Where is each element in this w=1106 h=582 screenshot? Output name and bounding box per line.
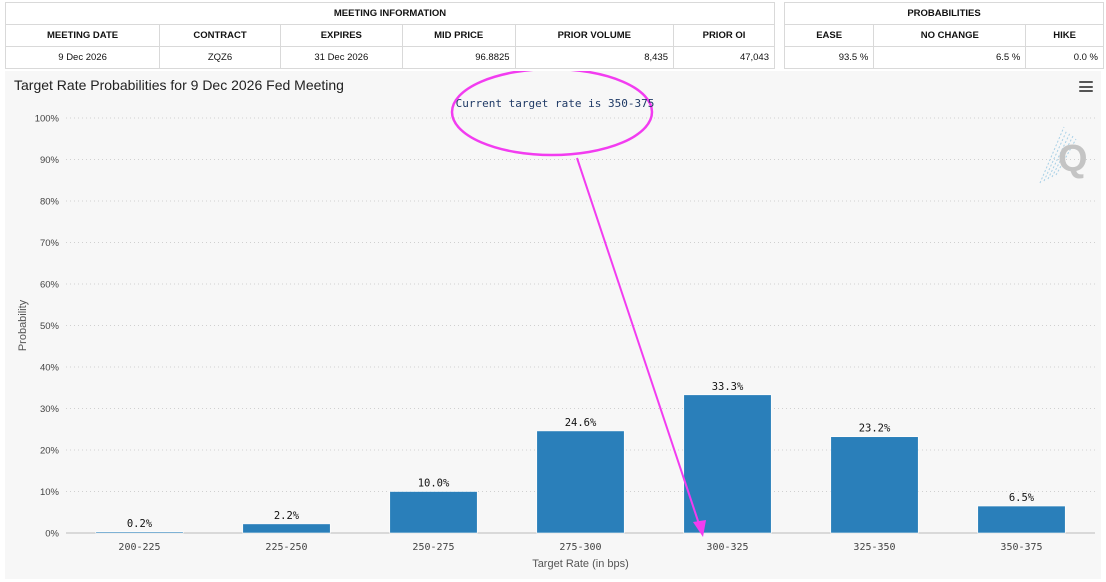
cell-mid-price: 96.8825 bbox=[401, 46, 516, 69]
data-label: 23.2% bbox=[859, 423, 891, 435]
menu-icon[interactable] bbox=[1079, 81, 1093, 92]
cell-hike: 0.0 % bbox=[1025, 46, 1104, 69]
y-tick-label: 20% bbox=[40, 446, 60, 457]
y-tick-label: 0% bbox=[45, 529, 59, 540]
col-meeting-date: MEETING DATE bbox=[4, 24, 161, 47]
y-tick-label: 10% bbox=[40, 487, 60, 498]
annotation-arrow-line bbox=[576, 157, 701, 528]
y-tick-label: 90% bbox=[40, 155, 60, 166]
x-tick-label: 225-250 bbox=[265, 542, 307, 553]
y-tick-label: 50% bbox=[40, 321, 60, 332]
y-tick-label: 70% bbox=[40, 238, 60, 249]
meeting-information-header: MEETING INFORMATION bbox=[5, 2, 775, 25]
col-prior-oi: PRIOR OI bbox=[673, 24, 775, 47]
cell-prior-volume: 8,435 bbox=[514, 46, 675, 69]
table-row: 9 Dec 2026 ZQZ6 31 Dec 2026 96.8825 8,43… bbox=[4, 46, 775, 69]
probabilities-table: PROBABILITIES EASE NO CHANGE HIKE 93.5 %… bbox=[783, 2, 1104, 69]
y-tick-label: 80% bbox=[40, 197, 60, 208]
cell-meeting-date: 9 Dec 2026 bbox=[4, 46, 161, 69]
data-label: 24.6% bbox=[565, 417, 597, 429]
col-expires: EXPIRES bbox=[279, 24, 403, 47]
watermark-letter: Q bbox=[1058, 138, 1088, 180]
cell-prior-oi: 47,043 bbox=[673, 46, 775, 69]
annotation-arrow-head bbox=[693, 520, 706, 537]
y-tick-label: 30% bbox=[40, 404, 60, 415]
bar-chart: 0% 10% 20% 30% 40% 50% 60% 70% 80% 90% 100% 0.2% 200… bbox=[17, 71, 1095, 570]
x-tick-label: 200-225 bbox=[118, 542, 160, 553]
quikstrike-logo-icon: Q bbox=[1039, 126, 1088, 184]
annotation-text: Current target rate is 350-375 bbox=[456, 97, 655, 110]
cell-contract: ZQZ6 bbox=[159, 46, 281, 69]
bar-225-250 bbox=[242, 523, 331, 534]
y-axis-title: Probability bbox=[17, 299, 29, 351]
x-tick-label: 275-300 bbox=[559, 542, 601, 553]
cell-ease: 93.5 % bbox=[783, 46, 875, 69]
bar-350-375 bbox=[977, 505, 1066, 534]
bar-200-225 bbox=[95, 531, 184, 534]
table-row: 93.5 % 6.5 % 0.0 % bbox=[783, 46, 1104, 69]
cell-expires: 31 Dec 2026 bbox=[279, 46, 403, 69]
x-tick-label: 350-375 bbox=[1000, 542, 1042, 553]
y-tick-label: 40% bbox=[40, 363, 60, 374]
chart-title: Target Rate Probabilities for 9 Dec 2026… bbox=[14, 77, 344, 93]
data-label: 6.5% bbox=[1009, 492, 1035, 504]
meeting-information-table: MEETING INFORMATION MEETING DATE CONTRAC… bbox=[4, 2, 775, 69]
data-label: 33.3% bbox=[712, 381, 744, 393]
bar-325-350 bbox=[830, 436, 919, 534]
col-no-change: NO CHANGE bbox=[873, 24, 1027, 47]
data-label: 0.2% bbox=[127, 518, 153, 530]
col-hike: HIKE bbox=[1025, 24, 1104, 47]
x-tick-label: 300-325 bbox=[706, 542, 748, 553]
bar-275-300 bbox=[536, 430, 625, 534]
col-ease: EASE bbox=[783, 24, 875, 47]
data-label: 10.0% bbox=[418, 478, 450, 490]
bar-300-325 bbox=[683, 394, 772, 534]
y-tick-label: 100% bbox=[35, 114, 60, 125]
col-prior-volume: PRIOR VOLUME bbox=[514, 24, 675, 47]
x-tick-label: 325-350 bbox=[853, 542, 895, 553]
data-label: 2.2% bbox=[274, 510, 300, 522]
col-contract: CONTRACT bbox=[159, 24, 281, 47]
col-mid-price: MID PRICE bbox=[401, 24, 516, 47]
cell-no-change: 6.5 % bbox=[873, 46, 1027, 69]
probabilities-header: PROBABILITIES bbox=[784, 2, 1104, 25]
x-tick-label: 250-275 bbox=[412, 542, 454, 553]
x-axis-title: Target Rate (in bps) bbox=[532, 558, 629, 570]
bar-250-275 bbox=[389, 491, 478, 534]
y-tick-label: 60% bbox=[40, 280, 60, 291]
annotation-ellipse bbox=[450, 71, 654, 157]
